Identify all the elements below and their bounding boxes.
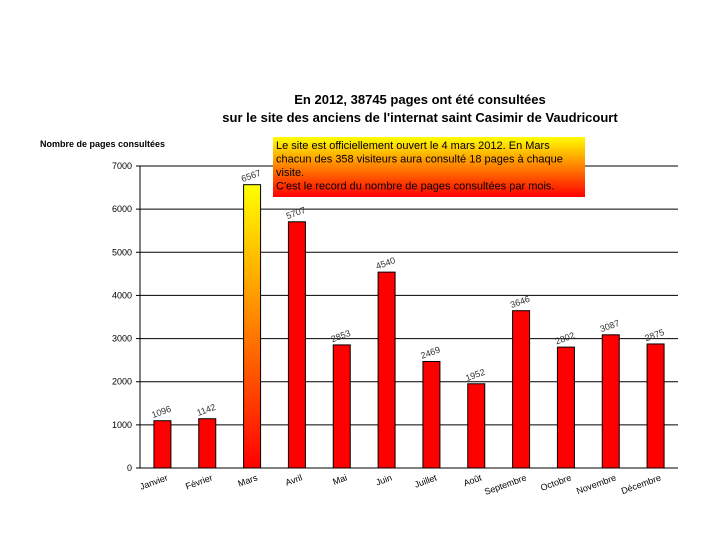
y-tick-label: 6000 xyxy=(112,204,132,214)
bar xyxy=(153,420,172,469)
y-tick-label: 3000 xyxy=(112,334,132,344)
y-tick-label: 1000 xyxy=(112,420,132,430)
value-label: 2853 xyxy=(330,328,352,344)
x-tick-label: Novembre xyxy=(575,472,617,496)
bar xyxy=(377,271,396,469)
x-tick-label: Mai xyxy=(331,472,348,486)
y-tick-label: 2000 xyxy=(112,377,132,387)
x-tick-label: Août xyxy=(462,472,483,488)
value-label: 3646 xyxy=(509,294,531,310)
x-tick-label: Décembre xyxy=(620,472,662,496)
annotation-text: chacun des 358 visiteurs aura consulté 1… xyxy=(276,154,563,166)
chart-title: sur le site des anciens de l'internat sa… xyxy=(222,110,618,125)
bar xyxy=(243,184,262,469)
bar xyxy=(422,360,441,469)
value-label: 2875 xyxy=(643,327,665,343)
annotation-text: Le site est officiellement ouvert le 4 m… xyxy=(276,140,550,152)
bar xyxy=(198,418,217,469)
bar xyxy=(287,221,306,469)
bar xyxy=(646,343,665,469)
annotation-box xyxy=(273,137,585,197)
value-label: 1952 xyxy=(464,367,486,383)
value-label: 1096 xyxy=(150,404,172,420)
bar xyxy=(601,334,620,469)
value-label: 3087 xyxy=(599,318,621,334)
annotation-text: C'est le record du nombre de pages consu… xyxy=(276,181,554,193)
y-tick-label: 4000 xyxy=(112,290,132,300)
y-tick-label: 7000 xyxy=(112,161,132,171)
x-tick-label: Septembre xyxy=(483,472,528,496)
value-label: 4540 xyxy=(374,255,396,271)
value-label: 2469 xyxy=(419,345,441,361)
x-tick-label: Juillet xyxy=(413,472,439,489)
annotation-text: visite. xyxy=(276,167,304,179)
value-label: 2802 xyxy=(554,330,576,346)
value-label: 1142 xyxy=(195,402,217,418)
x-tick-label: Octobre xyxy=(539,472,573,492)
x-tick-label: Avril xyxy=(284,472,304,487)
bar xyxy=(512,310,531,469)
value-label: 5707 xyxy=(285,205,307,221)
value-label: 6567 xyxy=(240,168,262,184)
x-tick-label: Juin xyxy=(374,472,393,487)
chart-title: En 2012, 38745 pages ont été consultées xyxy=(294,92,545,107)
x-tick-label: Janvier xyxy=(138,472,169,491)
x-tick-label: Février xyxy=(184,472,214,491)
x-tick-label: Mars xyxy=(237,472,260,488)
bar xyxy=(332,344,351,469)
y-axis-label: Nombre de pages consultées xyxy=(40,139,165,149)
y-tick-label: 5000 xyxy=(112,247,132,257)
bar xyxy=(467,383,486,469)
bar xyxy=(556,346,575,469)
y-tick-label: 0 xyxy=(127,463,132,473)
